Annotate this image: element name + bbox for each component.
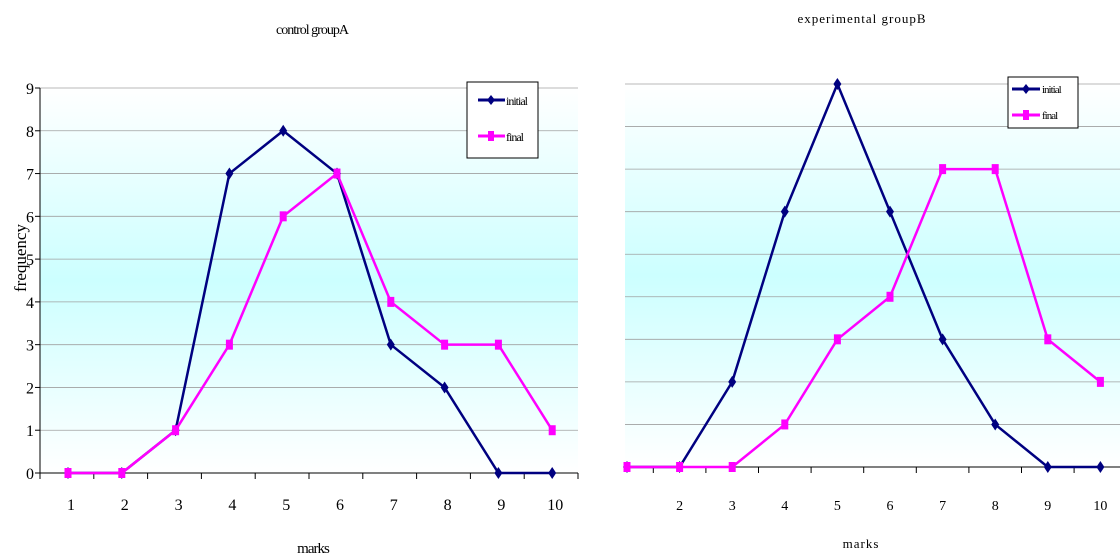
data-point-final — [387, 296, 395, 307]
x-tick-label: 5 — [282, 497, 290, 514]
chart-b-plot-area — [625, 84, 1120, 467]
chart-b-legend: initial final — [1007, 76, 1079, 129]
x-tick-label: 6 — [887, 499, 894, 514]
y-tick-label: 0 — [26, 466, 34, 483]
data-point-initial — [728, 375, 737, 388]
chart-a-gridlines — [40, 87, 578, 431]
chart-a-legend-initial-marker — [487, 95, 495, 105]
data-point-initial — [1096, 461, 1105, 473]
chart-a-legend-final-marker — [488, 131, 494, 141]
data-point-final — [118, 468, 126, 478]
data-point-final — [64, 468, 72, 478]
data-point-final — [1044, 334, 1052, 345]
chart-a-legend-initial-label: initial — [506, 94, 529, 108]
x-tick-label: 5 — [834, 499, 841, 514]
data-point-initial — [991, 418, 1000, 431]
data-point-initial — [886, 205, 894, 218]
data-point-final — [548, 425, 556, 436]
y-tick-label: 7 — [26, 167, 34, 184]
chart-b-legend-final-label: final — [1042, 110, 1058, 122]
y-tick-label: 5 — [26, 252, 34, 269]
data-point-initial — [279, 124, 288, 137]
data-point-initial — [548, 467, 557, 479]
data-point-initial — [938, 333, 947, 346]
chart-b-legend-final-marker — [1023, 110, 1029, 120]
data-point-final — [333, 168, 341, 179]
chart-a-axis-ticks — [35, 87, 579, 479]
y-tick-label: 8 — [26, 124, 34, 141]
chart-a-x-axis-label: marks — [297, 541, 330, 557]
series-line-final — [68, 171, 554, 475]
x-tick-label: 9 — [497, 497, 505, 514]
chart-a-legend: initial final — [466, 81, 539, 159]
series-line-initial — [627, 80, 1101, 469]
data-point-initial — [1043, 461, 1052, 473]
x-tick-label: 7 — [939, 499, 946, 514]
data-point-final — [279, 211, 287, 222]
y-tick-label: 6 — [26, 209, 34, 226]
chart-a-legend-final-label: final — [506, 130, 525, 144]
experimental-group-chart: experimental groupB 2 3 4 5 6 7 8 9 10 marks ini… — [623, 11, 1120, 551]
x-tick-label: 3 — [175, 497, 183, 514]
chart-a-title: control groupA — [276, 23, 350, 38]
chart-b-series — [623, 78, 1105, 473]
chart-b-legend-box — [1007, 76, 1079, 129]
data-point-final — [1096, 376, 1104, 387]
x-tick-label: 4 — [781, 499, 788, 514]
chart-a-legend-box — [466, 81, 539, 159]
x-tick-label: 4 — [228, 497, 236, 514]
data-point-final — [728, 462, 736, 472]
y-tick-label: 1 — [26, 423, 34, 440]
data-point-initial — [494, 467, 503, 479]
y-tick-label: 2 — [26, 380, 34, 397]
x-tick-label: 10 — [1093, 499, 1107, 514]
y-tick-label: 4 — [26, 295, 34, 312]
data-point-final — [676, 462, 684, 472]
y-tick-label: 9 — [26, 81, 34, 98]
x-tick-label: 8 — [444, 497, 452, 514]
data-point-initial — [440, 381, 449, 394]
data-point-final — [172, 425, 180, 436]
x-tick-label: 10 — [547, 497, 563, 514]
series-line-final — [627, 167, 1102, 469]
x-tick-label: 8 — [992, 499, 999, 514]
data-point-initial — [225, 167, 234, 180]
chart-b-legend-initial-label: initial — [1042, 84, 1062, 96]
x-tick-label: 2 — [676, 499, 683, 514]
data-point-initial — [833, 78, 842, 90]
chart-b-axis-ticks — [652, 467, 1075, 473]
x-tick-label: 2 — [121, 497, 129, 514]
data-point-final — [781, 419, 789, 430]
data-point-final — [441, 339, 449, 350]
x-tick-label: 9 — [1044, 499, 1051, 514]
data-point-final — [833, 334, 841, 345]
x-tick-label: 3 — [729, 499, 736, 514]
data-point-final — [991, 164, 999, 175]
data-point-initial — [386, 338, 395, 351]
chart-a-x-tick-labels: 1 2 3 4 5 6 7 8 9 10 — [67, 497, 563, 514]
data-point-final — [494, 339, 502, 350]
chart-b-title: experimental groupB — [797, 11, 926, 26]
chart-a-series — [64, 124, 557, 479]
chart-b-x-axis-label: marks — [843, 536, 880, 551]
data-point-final — [623, 462, 631, 472]
x-tick-label: 7 — [390, 497, 398, 514]
chart-a-y-axis-label: frequency — [11, 224, 30, 292]
chart-b-legend-initial-marker — [1022, 84, 1030, 94]
chart-b-x-tick-labels: 2 3 4 5 6 7 8 9 10 — [676, 499, 1107, 514]
x-tick-label: 6 — [336, 497, 344, 514]
y-tick-label: 3 — [26, 338, 34, 355]
chart-b-gridlines — [625, 83, 1120, 425]
x-tick-label: 1 — [67, 497, 75, 514]
data-point-final — [939, 164, 947, 175]
data-point-final — [225, 339, 233, 350]
chart-a-y-tick-labels: 0 1 2 3 4 5 6 7 8 9 — [26, 81, 34, 483]
control-group-chart: control groupA 0 1 2 3 4 5 6 7 8 9 1 2 3 4 5 6 7 8 9 10 fr… — [11, 23, 579, 557]
data-point-initial — [780, 205, 789, 218]
data-point-final — [886, 291, 894, 302]
